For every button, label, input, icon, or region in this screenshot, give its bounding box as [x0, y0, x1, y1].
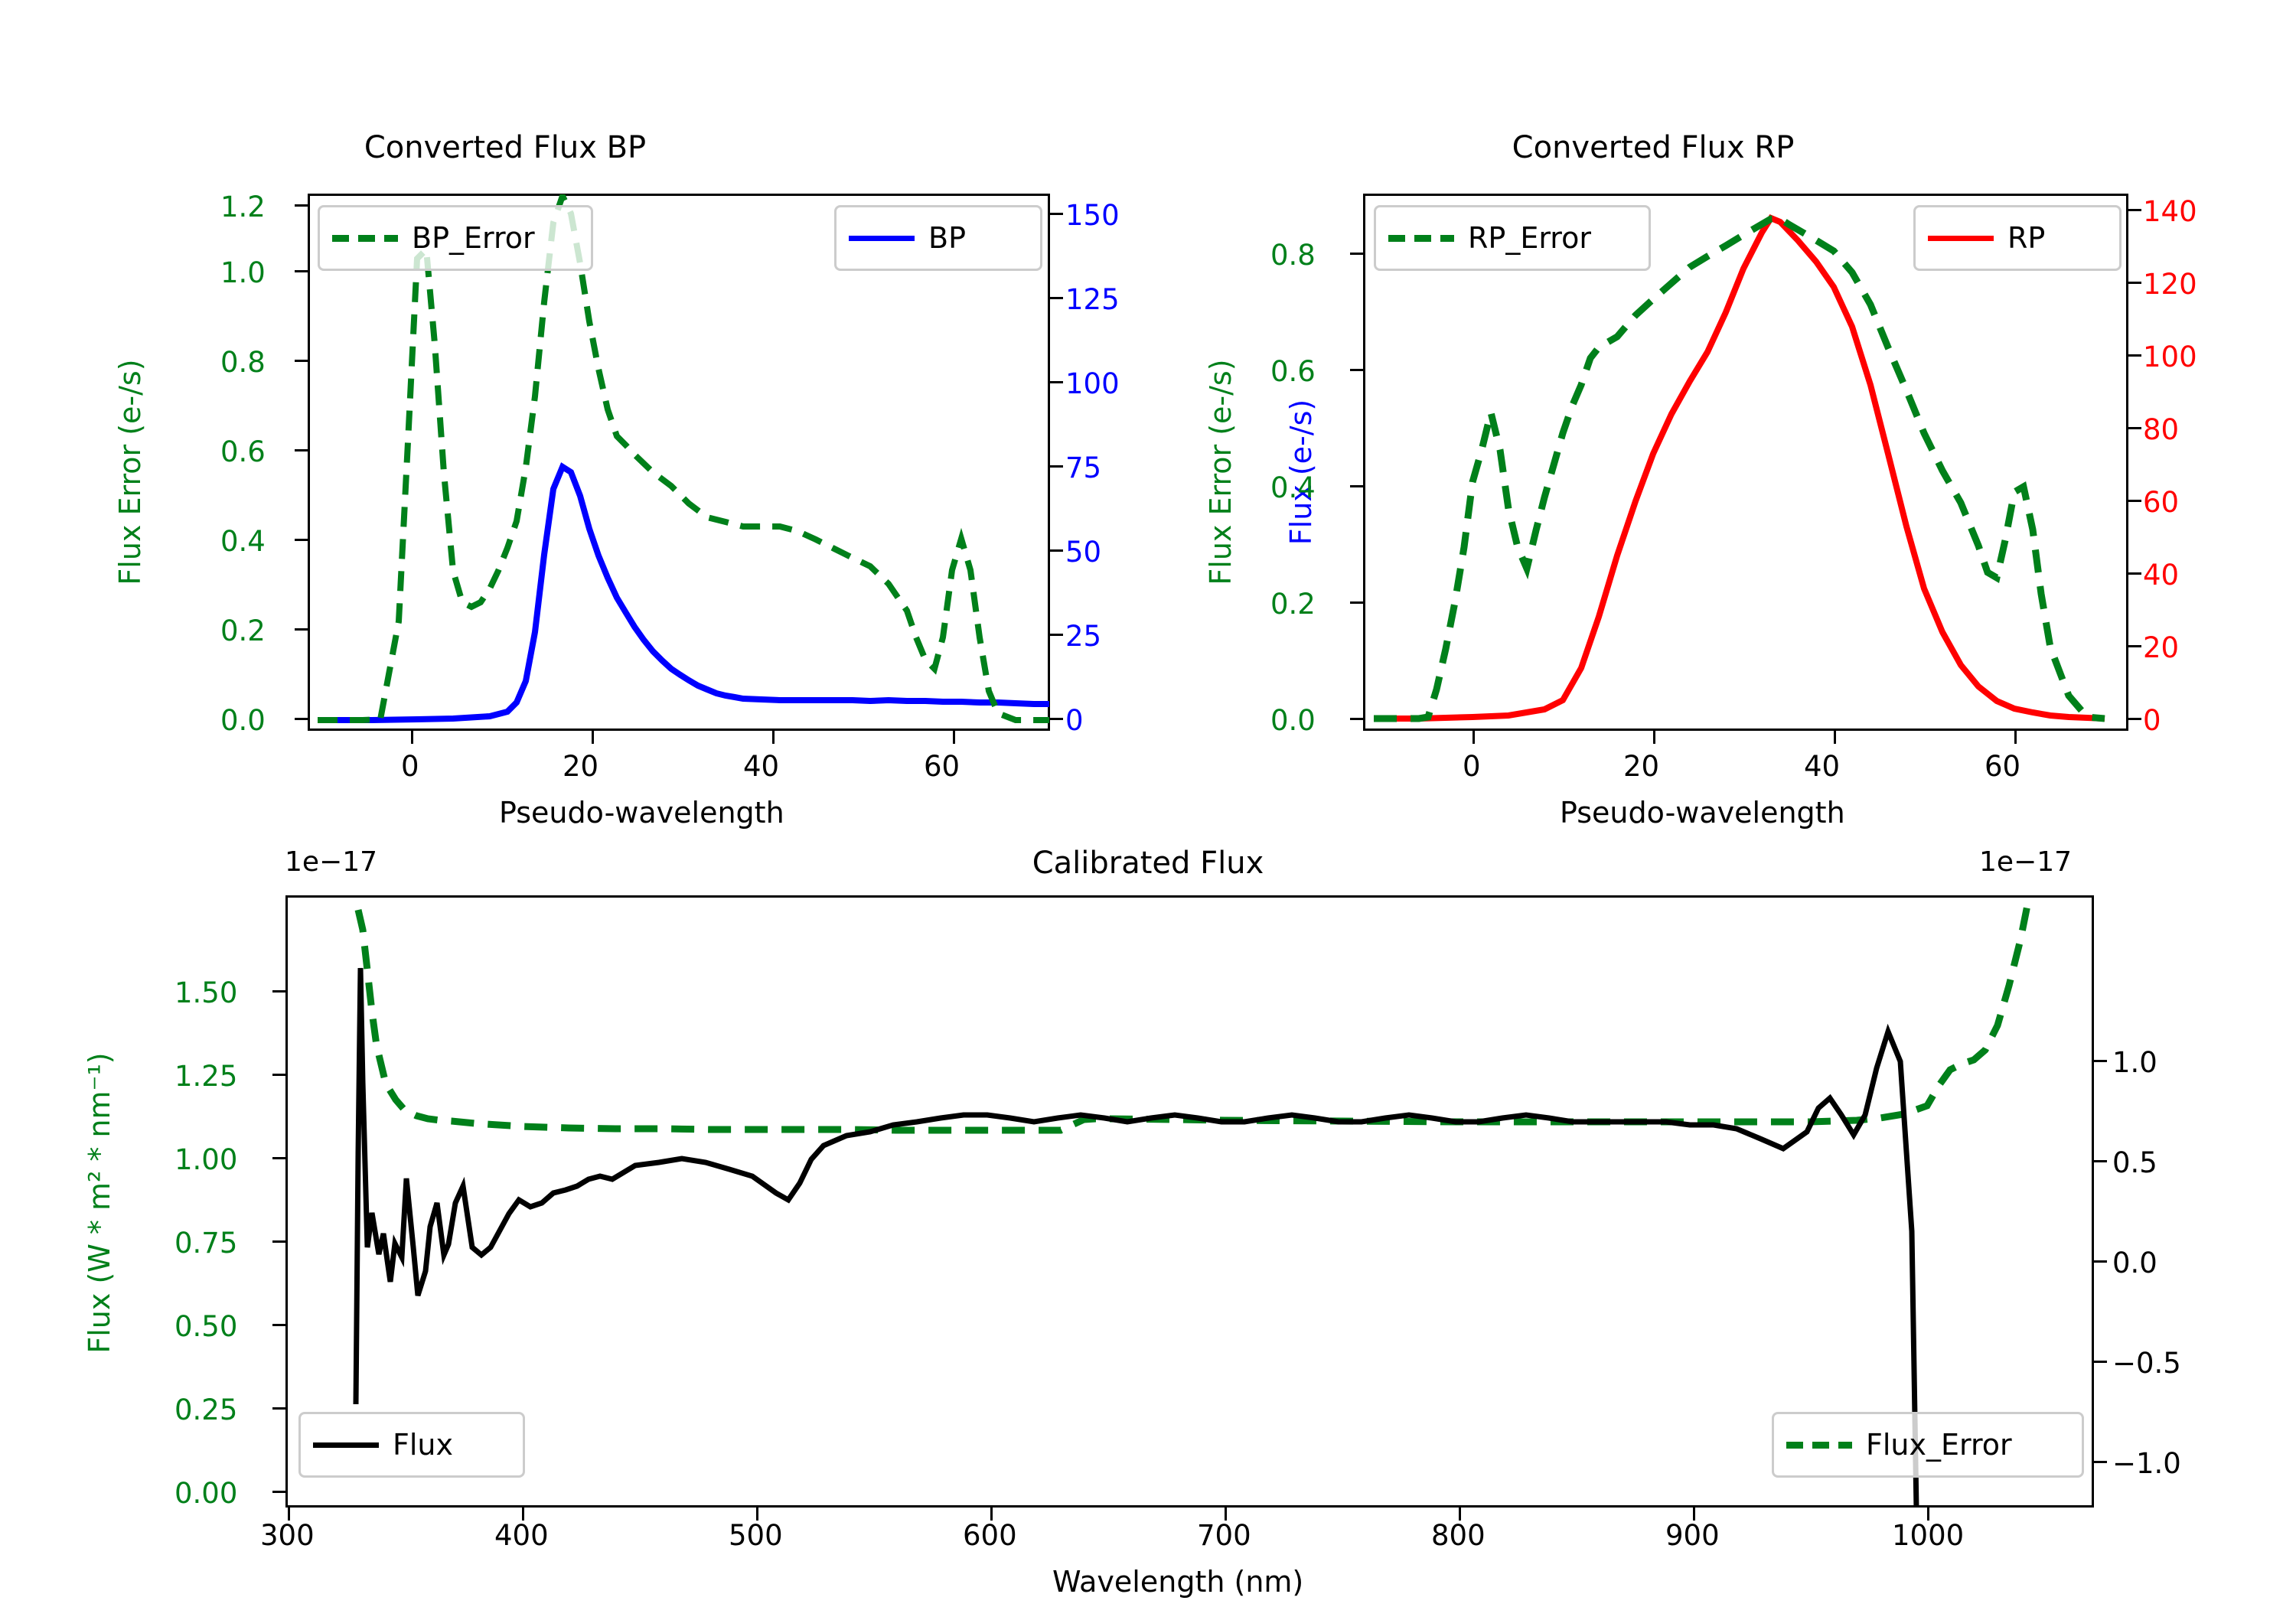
cal-ytick-left-5: 1.25: [174, 1060, 238, 1093]
calibrated-right-offset: 1e−17: [1979, 846, 2073, 878]
cal-xtick-5: 800: [1431, 1519, 1486, 1552]
bp-ytick-left-0: 0.0: [220, 704, 266, 737]
bp-ytick-left-6: 1.2: [220, 191, 266, 223]
bp-legend-flux[interactable]: BP: [834, 205, 1042, 271]
calibrated-error-line: [354, 896, 2033, 1134]
bp-ytick-left-4: 0.8: [220, 346, 266, 379]
panel-converted-flux-rp: Converted Flux RP 0.0 0.2 0.4 0.6 0.8 Fl…: [1148, 0, 2296, 830]
bp-xtick-3: 60: [924, 750, 960, 783]
bp-flux-legend-swatch: [849, 235, 915, 241]
calibrated-left-offset: 1e−17: [285, 846, 378, 878]
rp-ytick-right-3: 60: [2143, 486, 2180, 519]
calibrated-flux-legend-label: Flux: [393, 1428, 453, 1462]
bp-xtick-0: 0: [401, 750, 419, 783]
bp-ytick-right-4: 100: [1065, 367, 1120, 400]
cal-ytick-left-0: 0.00: [174, 1477, 238, 1510]
cal-ytick-right-3: 0.5: [2112, 1146, 2157, 1179]
cal-ytick-left-6: 1.50: [174, 976, 238, 1009]
calibrated-flux-line: [353, 967, 1919, 1507]
bp-legend-error[interactable]: BP_Error: [318, 205, 593, 271]
calibrated-legend-flux[interactable]: Flux: [298, 1412, 525, 1478]
bp-flux-legend-label: BP: [928, 221, 966, 255]
rp-ytick-left-4: 0.8: [1270, 239, 1316, 272]
bp-xtick-2: 40: [743, 750, 780, 783]
bp-ytick-right-1: 25: [1065, 620, 1102, 653]
calibrated-axes-frame: [285, 895, 2094, 1508]
panel-calibrated-flux: Calibrated Flux 1e−17 1e−17 0.00 0.25 0.…: [0, 811, 2296, 1607]
rp-xtick-3: 60: [1985, 750, 2021, 783]
panel-converted-flux-bp: Converted Flux BP 0.0 0.2 0.4 0.6 0.8 1.…: [0, 0, 1318, 830]
rp-xtick-1: 20: [1623, 750, 1660, 783]
rp-curves: [1374, 214, 2105, 722]
cal-xtick-6: 900: [1665, 1519, 1720, 1552]
bp-ytick-left-3: 0.6: [220, 435, 266, 468]
cal-xtick-2: 500: [729, 1519, 783, 1552]
bp-ytick-left-1: 0.2: [220, 614, 266, 647]
rp-error-legend-label: RP_Error: [1468, 221, 1591, 255]
rp-flux-line: [1374, 214, 2105, 722]
rp-error-line: [1374, 215, 2105, 722]
bp-ytick-right-0: 0: [1065, 704, 1084, 737]
calibrated-curves: [353, 896, 2033, 1507]
bp-xlabel: Pseudo-wavelength: [499, 796, 784, 830]
rp-plot-title: Converted Flux RP: [1512, 130, 1795, 165]
calibrated-xlabel: Wavelength (nm): [1052, 1565, 1304, 1599]
calibrated-legend-error[interactable]: Flux_Error: [1772, 1412, 2084, 1478]
rp-ytick-left-3: 0.6: [1270, 355, 1316, 388]
cal-ytick-right-0: −1.0: [2112, 1447, 2181, 1480]
cal-xtick-0: 300: [260, 1519, 315, 1552]
cal-xtick-3: 600: [963, 1519, 1017, 1552]
bp-ytick-right-6: 150: [1065, 199, 1120, 232]
rp-ytick-right-4: 80: [2143, 413, 2180, 446]
cal-ytick-left-4: 1.00: [174, 1143, 238, 1176]
cal-ytick-left-3: 0.75: [174, 1227, 238, 1260]
bp-curves: [318, 194, 1049, 723]
bp-axes-frame: [308, 194, 1050, 731]
calibrated-flux-legend-swatch: [313, 1442, 379, 1448]
bp-error-line: [318, 194, 1049, 723]
cal-xtick-4: 700: [1197, 1519, 1251, 1552]
bp-plot-title: Converted Flux BP: [364, 130, 647, 165]
bp-xtick-1: 20: [563, 750, 599, 783]
bp-error-legend-swatch: [332, 234, 398, 242]
rp-ytick-right-6: 120: [2143, 268, 2197, 301]
calibrated-error-legend-swatch: [1786, 1441, 1852, 1449]
cal-ytick-right-2: 0.0: [2112, 1247, 2157, 1279]
rp-xlabel: Pseudo-wavelength: [1560, 796, 1845, 830]
cal-xtick-1: 400: [494, 1519, 549, 1552]
rp-ytick-right-0: 0: [2143, 704, 2161, 737]
bp-ytick-right-3: 75: [1065, 451, 1102, 484]
rp-flux-legend-label: RP: [2007, 221, 2046, 255]
rp-xtick-0: 0: [1463, 750, 1481, 783]
bp-error-legend-label: BP_Error: [412, 221, 535, 255]
calibrated-plot-title: Calibrated Flux: [1032, 846, 1264, 881]
bp-ytick-left-5: 1.0: [220, 256, 266, 289]
bp-ytick-right-2: 50: [1065, 536, 1102, 569]
rp-xtick-2: 40: [1804, 750, 1841, 783]
rp-ytick-left-2: 0.4: [1270, 471, 1316, 504]
rp-legend-flux[interactable]: RP: [1913, 205, 2122, 271]
bp-ytick-right-5: 125: [1065, 283, 1120, 316]
cal-ytick-right-4: 1.0: [2112, 1046, 2157, 1079]
calibrated-error-legend-label: Flux_Error: [1866, 1428, 2012, 1462]
bp-flux-line: [318, 462, 1049, 723]
cal-ytick-left-1: 0.25: [174, 1393, 238, 1426]
rp-error-legend-swatch: [1388, 234, 1454, 242]
rp-flux-legend-swatch: [1928, 235, 1994, 241]
rp-axes-frame: [1363, 194, 2128, 731]
cal-ytick-left-2: 0.50: [174, 1310, 238, 1343]
rp-ytick-right-1: 20: [2143, 631, 2180, 664]
rp-ytick-right-2: 40: [2143, 559, 2180, 592]
rp-ytick-left-0: 0.0: [1270, 704, 1316, 737]
bp-ytick-left-2: 0.4: [220, 525, 266, 558]
rp-legend-error[interactable]: RP_Error: [1374, 205, 1651, 271]
rp-ytick-right-5: 100: [2143, 341, 2197, 373]
rp-ytick-right-7: 140: [2143, 195, 2197, 228]
rp-ytick-left-1: 0.2: [1270, 588, 1316, 621]
cal-xtick-7: 1000: [1892, 1519, 1965, 1552]
cal-ytick-right-1: −0.5: [2112, 1347, 2181, 1380]
